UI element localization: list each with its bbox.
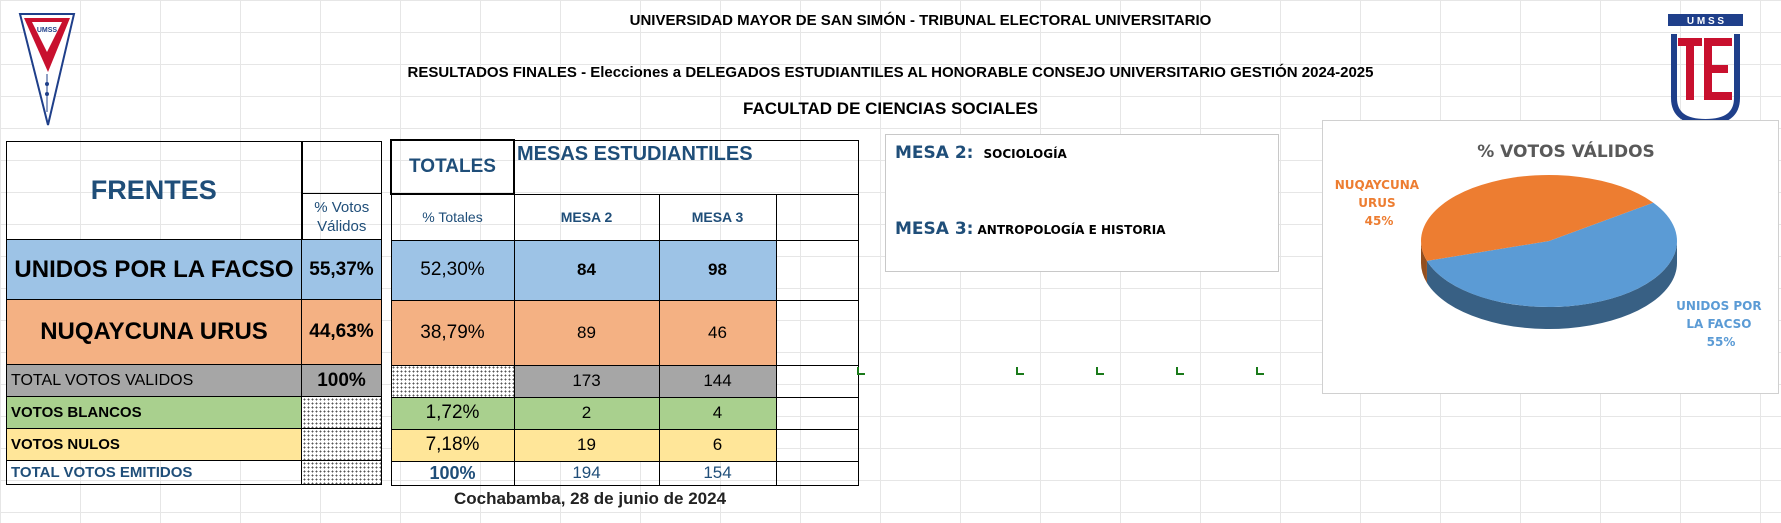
label-nuqaycuna: NUQAYCUNA URUS 45% xyxy=(1335,178,1423,228)
results-subtitle: RESULTADOS FINALES - Elecciones a DELEGA… xyxy=(407,64,1374,81)
mesas-table: TOTALES MESAS ESTUDIANTILES % Totales ME… xyxy=(390,139,859,486)
pie-chart: % VOTOS VÁLIDOS NUQAYCUNA URUS 45% UNIDO… xyxy=(1335,140,1766,349)
frentes-table: FRENTES % Votos Válidos UNIDOS POR LA FA… xyxy=(6,141,382,485)
frentes-header: FRENTES xyxy=(6,141,303,240)
nulos-mesa3: 6 xyxy=(658,428,777,462)
mesa2-legend: MESA 2: SOCIOLOGÍA xyxy=(895,143,1067,163)
nuqaycuna-pct-totales: 38,79% xyxy=(390,299,515,366)
empty-header-cell xyxy=(300,141,382,194)
pie-side-1 xyxy=(1421,241,1427,283)
dotted-cell xyxy=(390,364,515,398)
mesa2-key: MESA 2: xyxy=(895,143,974,163)
footer-date: Cochabamba, 28 de junio de 2024 xyxy=(453,489,727,508)
dotted-cell xyxy=(301,460,382,485)
university-title: UNIVERSIDAD MAYOR DE SAN SIMÓN - TRIBUNA… xyxy=(629,12,1212,29)
total-validos-mesa2: 173 xyxy=(513,364,660,398)
pie-slice-0 xyxy=(1426,202,1677,307)
label-unidos-line3: 55% xyxy=(1707,335,1736,349)
nuqaycuna-mesa2: 89 xyxy=(513,299,660,366)
nulos-pct-totales: 7,18% xyxy=(390,428,515,462)
cell-marker xyxy=(857,367,865,375)
pct-totales-header: % Totales xyxy=(390,193,515,241)
mesa3-key: MESA 3: xyxy=(895,219,974,239)
cell-marker xyxy=(1256,367,1264,375)
empty-cell xyxy=(775,460,859,486)
label-unidos-line1: UNIDOS POR xyxy=(1676,299,1761,313)
pie-side-0 xyxy=(1426,241,1677,330)
row-pct-unidos: 55,37% xyxy=(301,239,382,300)
cell-marker xyxy=(1016,367,1024,375)
svg-text:U M S S: U M S S xyxy=(1687,16,1725,27)
label-nuqaycuna-line1: NUQAYCUNA xyxy=(1335,178,1420,192)
total-validos-mesa3: 144 xyxy=(658,364,777,398)
mesa3-value: ANTROPOLOGÍA E HISTORIA xyxy=(977,223,1166,237)
nuqaycuna-mesa3: 46 xyxy=(658,299,777,366)
empty-cell xyxy=(775,364,859,398)
mesa2-header: MESA 2 xyxy=(513,193,660,241)
pie-chart-panel: % VOTOS VÁLIDOS NUQAYCUNA URUS 45% UNIDO… xyxy=(1322,120,1779,394)
label-unidos-line2: LA FACSO xyxy=(1686,317,1751,331)
label-unidos: UNIDOS POR LA FACSO 55% xyxy=(1676,299,1766,349)
mesa3-header: MESA 3 xyxy=(658,193,777,241)
te-logo: U M S S xyxy=(1668,14,1743,126)
label-nuqaycuna-line2: URUS xyxy=(1358,196,1395,210)
empty-cell xyxy=(775,239,859,301)
blancos-mesa3: 4 xyxy=(658,396,777,430)
blancos-pct-totales: 1,72% xyxy=(390,396,515,430)
empty-cell xyxy=(775,428,859,462)
emitidos-mesa3: 154 xyxy=(658,460,777,486)
pie-slices xyxy=(1421,174,1677,330)
cell-marker xyxy=(1096,367,1104,375)
unidos-mesa3: 98 xyxy=(658,239,777,301)
svg-text:UMSS: UMSS xyxy=(37,27,58,34)
pct-validos-header: % Votos Válidos xyxy=(301,193,382,240)
empty-cell xyxy=(775,193,859,241)
faculty-title: FACULTAD DE CIENCIAS SOCIALES xyxy=(743,99,1038,118)
unidos-pct-totales: 52,30% xyxy=(390,239,515,301)
blancos-mesa2: 2 xyxy=(513,396,660,430)
dotted-cell xyxy=(301,428,382,461)
emitidos-mesa2: 194 xyxy=(513,460,660,486)
unidos-mesa2: 84 xyxy=(513,239,660,301)
row-name-blancos: VOTOS BLANCOS xyxy=(6,396,302,429)
row-name-unidos: UNIDOS POR LA FACSO xyxy=(6,239,302,300)
row-name-total-validos: TOTAL VOTOS VALIDOS xyxy=(6,364,302,397)
nulos-mesa2: 19 xyxy=(513,428,660,462)
mesa3-legend: MESA 3: ANTROPOLOGÍA E HISTORIA xyxy=(895,219,1166,239)
row-name-nulos: VOTOS NULOS xyxy=(6,428,302,461)
dotted-cell xyxy=(301,396,382,429)
row-pct-total-validos: 100% xyxy=(301,364,382,397)
mesa2-value: SOCIOLOGÍA xyxy=(983,147,1067,161)
label-nuqaycuna-line3: 45% xyxy=(1365,214,1394,228)
umss-shield-logo: UMSS xyxy=(18,13,76,126)
row-name-total-emitidos: TOTAL VOTOS EMITIDOS xyxy=(6,460,302,485)
empty-cell xyxy=(775,299,859,366)
cell-marker xyxy=(1176,367,1184,375)
row-pct-nuqaycuna: 44,63% xyxy=(301,299,382,365)
mesas-estudiantiles-header: MESAS ESTUDIANTILES xyxy=(513,139,859,195)
row-name-nuqaycuna: NUQAYCUNA URUS xyxy=(6,299,302,365)
emitidos-pct-totales: 100% xyxy=(390,460,515,486)
mesas-legend-box: MESA 2: SOCIOLOGÍA MESA 3: ANTROPOLOGÍA E … xyxy=(885,134,1279,272)
pie-slice-1 xyxy=(1421,174,1654,261)
empty-cell xyxy=(775,396,859,430)
chart-title: % VOTOS VÁLIDOS xyxy=(1477,140,1655,162)
totales-header: TOTALES xyxy=(390,139,515,195)
